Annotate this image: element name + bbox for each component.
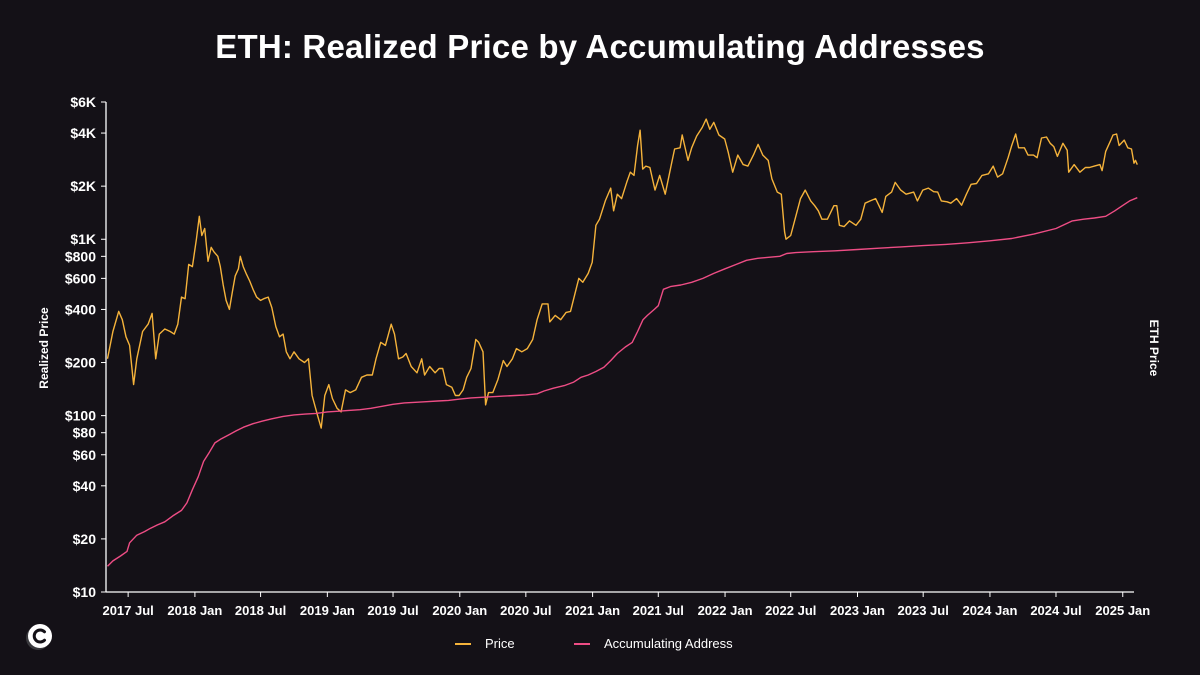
legend-item-price[interactable]: Price <box>455 636 515 651</box>
x-tick-label: 2018 Jan <box>167 603 222 618</box>
y-axis-label-left: Realized Price <box>37 307 51 389</box>
y-tick-label: $400 <box>65 301 96 317</box>
x-tick-label: 2019 Jul <box>367 603 418 618</box>
y-tick-label: $10 <box>73 584 97 600</box>
x-tick-label: 2023 Jul <box>898 603 949 618</box>
x-tick-label: 2023 Jan <box>830 603 885 618</box>
brand-logo-icon <box>26 624 52 650</box>
y-tick-label: $40 <box>73 478 97 494</box>
series-group <box>106 118 1138 567</box>
y-tick-label: $600 <box>65 270 96 286</box>
y-axis-label-right: ETH Price <box>1147 319 1161 377</box>
chart-title: ETH: Realized Price by Accumulating Addr… <box>215 28 985 65</box>
y-tick-label: $800 <box>65 248 96 264</box>
y-tick-label: $60 <box>73 447 97 463</box>
legend: Price Accumulating Address <box>0 636 1200 656</box>
x-tick-label: 2018 Jul <box>235 603 286 618</box>
y-axis-ticks: $10 $20 $40 $60 $80$100 $200 $400 $600 $800$1K $2… <box>65 94 106 600</box>
x-tick-label: 2024 Jul <box>1030 603 1081 618</box>
x-axis-ticks: 2017 Jul 2018 Jan 2018 Jul 2019 Jan 2019 Jul… <box>102 592 1150 618</box>
series-line-price <box>106 118 1138 429</box>
y-tick-label: $20 <box>73 531 97 547</box>
y-tick-label: $6K <box>70 94 96 110</box>
legend-swatch-accumulating-address <box>574 642 590 645</box>
y-tick-label: $200 <box>65 355 96 371</box>
x-tick-label: 2017 Jul <box>102 603 153 618</box>
legend-swatch-price <box>455 642 471 645</box>
series-line-accumulating-address <box>107 197 1138 567</box>
x-tick-label: 2022 Jul <box>765 603 816 618</box>
legend-label-price: Price <box>485 636 515 651</box>
x-tick-label: 2020 Jul <box>500 603 551 618</box>
y-tick-label: $4K <box>70 125 96 141</box>
y-tick-label: $80 <box>73 425 97 441</box>
x-tick-label: 2021 Jan <box>565 603 620 618</box>
y-tick-label: $1K <box>70 231 96 247</box>
legend-item-accumulating-address[interactable]: Accumulating Address <box>574 636 733 651</box>
x-tick-label: 2019 Jan <box>300 603 355 618</box>
y-tick-label: $100 <box>65 408 96 424</box>
x-tick-label: 2020 Jan <box>432 603 487 618</box>
legend-label-accumulating-address: Accumulating Address <box>604 636 733 651</box>
x-tick-label: 2022 Jan <box>698 603 753 618</box>
x-tick-label: 2021 Jul <box>633 603 684 618</box>
x-tick-label: 2024 Jan <box>962 603 1017 618</box>
y-tick-label: $2K <box>70 178 96 194</box>
x-tick-label: 2025 Jan <box>1095 603 1150 618</box>
